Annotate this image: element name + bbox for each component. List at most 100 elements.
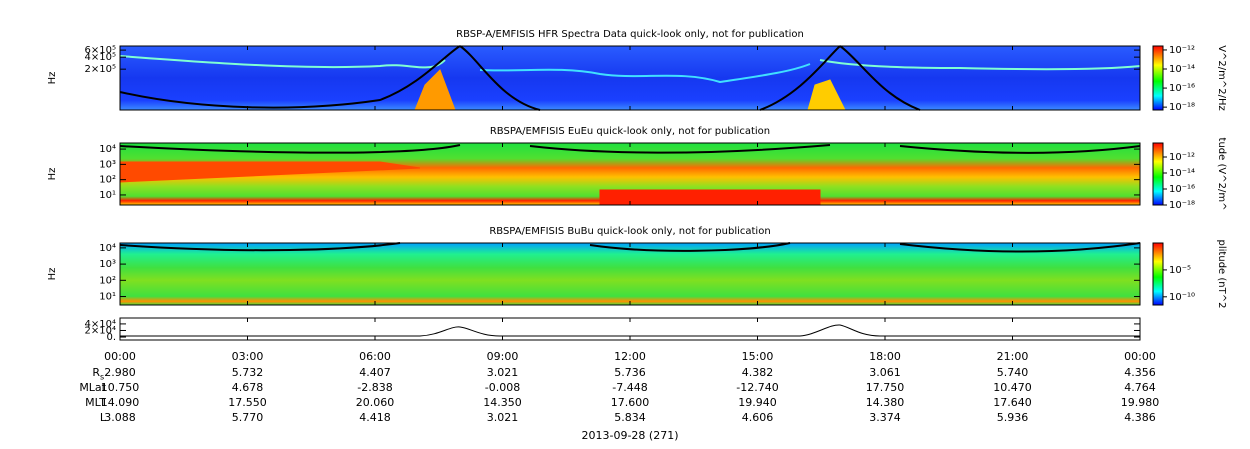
time-tick-label: 03:00 (232, 350, 264, 363)
colorbar-tick-label: 10⁻¹⁰ (1169, 292, 1195, 303)
ephemeris-value: 19.940 (738, 396, 777, 409)
ephemeris-value: 17.640 (993, 396, 1032, 409)
trace (119, 144, 461, 154)
y-axis-label: Hz (47, 268, 58, 281)
trace (120, 324, 1140, 337)
ephemeris-value: 5.770 (232, 411, 264, 424)
ephemeris-value: 17.750 (866, 381, 905, 394)
ephemeris-value: 4.764 (1124, 381, 1156, 394)
ephemeris-value: 2.980 (104, 366, 136, 379)
date-label: 2013-09-28 (271) (581, 429, 678, 442)
ephemeris-value: 3.374 (869, 411, 901, 424)
ephemeris-value: 4.386 (1124, 411, 1156, 424)
trace (119, 55, 446, 69)
y-tick-label: 10³ (99, 159, 116, 170)
ephemeris-value: 19.980 (1121, 396, 1160, 409)
ephemeris-value: 10.470 (993, 381, 1032, 394)
ephemeris-value: 4.678 (232, 381, 264, 394)
trace (759, 45, 841, 111)
colorbar-label: tude (V^2/m^ (1216, 138, 1227, 211)
ephemeris-value: 5.732 (232, 366, 264, 379)
trace (119, 45, 461, 109)
y-tick-label: 10⁴ (99, 144, 116, 155)
colorbar-tick-label: 10⁻¹⁶ (1169, 184, 1195, 195)
y-tick-label: 4×10⁴ (85, 319, 116, 330)
colorbar-tick-label: 10⁻¹⁸ (1169, 200, 1195, 211)
ephemeris-value: 3.088 (104, 411, 136, 424)
trace (839, 45, 921, 111)
colorbar (1152, 242, 1164, 306)
ephemeris-value: -12.740 (736, 381, 778, 394)
y-tick-label: 0. (106, 332, 116, 343)
time-tick-label: 00:00 (1124, 350, 1156, 363)
ephemeris-value: 14.090 (101, 396, 140, 409)
panel-title: RBSP-A/EMFISIS HFR Spectra Data quick-lo… (456, 29, 804, 40)
trace (599, 189, 821, 205)
spectrogram (120, 46, 1140, 110)
y-tick-label: 10⁴ (99, 243, 116, 254)
colorbar-tick-label: 10⁻¹⁸ (1169, 102, 1195, 113)
ephemeris-value: 3.061 (869, 366, 901, 379)
trace (899, 145, 1141, 154)
ephemeris-value: 5.736 (614, 366, 646, 379)
ephemeris-value: 4.407 (359, 366, 391, 379)
y-axis-label: Hz (47, 168, 58, 181)
colorbar-tick-label: 10⁻⁵ (1169, 265, 1191, 276)
row-label-subscript: s (100, 373, 104, 382)
y-tick-label: 2×10⁵ (85, 64, 116, 75)
ephemeris-value: 20.060 (356, 396, 395, 409)
ephemeris-value: 5.834 (614, 411, 646, 424)
spectrogram (120, 243, 1140, 305)
time-tick-label: 21:00 (997, 350, 1029, 363)
ephemeris-value: 5.740 (997, 366, 1029, 379)
ephemeris-value: 5.936 (997, 411, 1029, 424)
ephemeris-value: -7.448 (612, 381, 647, 394)
ephemeris-value: 14.380 (866, 396, 905, 409)
colorbar-label: V^2/m^2/Hz (1216, 45, 1227, 111)
trace (899, 242, 1141, 253)
row-label: MLat (79, 381, 106, 394)
trace (529, 144, 831, 154)
y-axis-label: Hz (47, 72, 58, 85)
ephemeris-value: 3.021 (487, 366, 519, 379)
row-label: L (100, 411, 107, 424)
colorbar-tick-label: 10⁻¹² (1169, 45, 1195, 56)
trace (819, 59, 1141, 71)
y-tick-label: 10³ (99, 259, 116, 270)
ephemeris-value: 17.550 (228, 396, 267, 409)
trace (459, 45, 541, 111)
panel-title: RBSPA/EMFISIS BuBu quick-look only, not … (489, 226, 770, 237)
time-tick-label: 00:00 (104, 350, 136, 363)
ephemeris-value: 4.382 (742, 366, 774, 379)
ephemeris-value: -0.008 (485, 381, 520, 394)
time-tick-label: 09:00 (487, 350, 519, 363)
time-tick-label: 15:00 (742, 350, 774, 363)
trace (589, 242, 791, 252)
colorbar (1152, 45, 1164, 111)
colorbar-tick-label: 10⁻¹² (1169, 152, 1195, 163)
time-tick-label: 06:00 (359, 350, 391, 363)
colorbar-tick-label: 10⁻¹⁶ (1169, 83, 1195, 94)
y-tick-label: 10² (99, 175, 116, 186)
colorbar-tick-label: 10⁻¹⁴ (1169, 168, 1195, 179)
row-label: MLT (85, 396, 106, 409)
ephemeris-value: 17.600 (611, 396, 650, 409)
y-tick-label: 6×10⁵ (85, 45, 116, 56)
y-tick-label: 10¹ (99, 292, 116, 303)
ephemeris-value: -2.838 (357, 381, 392, 394)
ephemeris-value: 10.750 (101, 381, 140, 394)
colorbar-label: plitude (nT^2 (1216, 240, 1227, 309)
ephemeris-value: 4.606 (742, 411, 774, 424)
ephemeris-value: 4.356 (1124, 366, 1156, 379)
y-tick-label: 2×10⁴ (85, 325, 116, 336)
colorbar (1152, 142, 1164, 206)
y-tick-label: 4×10⁵ (85, 52, 116, 63)
colorbar-tick-label: 10⁻¹⁴ (1169, 64, 1195, 75)
ephemeris-value: 4.418 (359, 411, 391, 424)
panel-title: RBSPA/EMFISIS EuEu quick-look only, not … (490, 126, 770, 137)
y-tick-label: 10¹ (99, 190, 116, 201)
y-tick-label: 10² (99, 275, 116, 286)
time-tick-label: 18:00 (869, 350, 901, 363)
trace (119, 242, 401, 252)
